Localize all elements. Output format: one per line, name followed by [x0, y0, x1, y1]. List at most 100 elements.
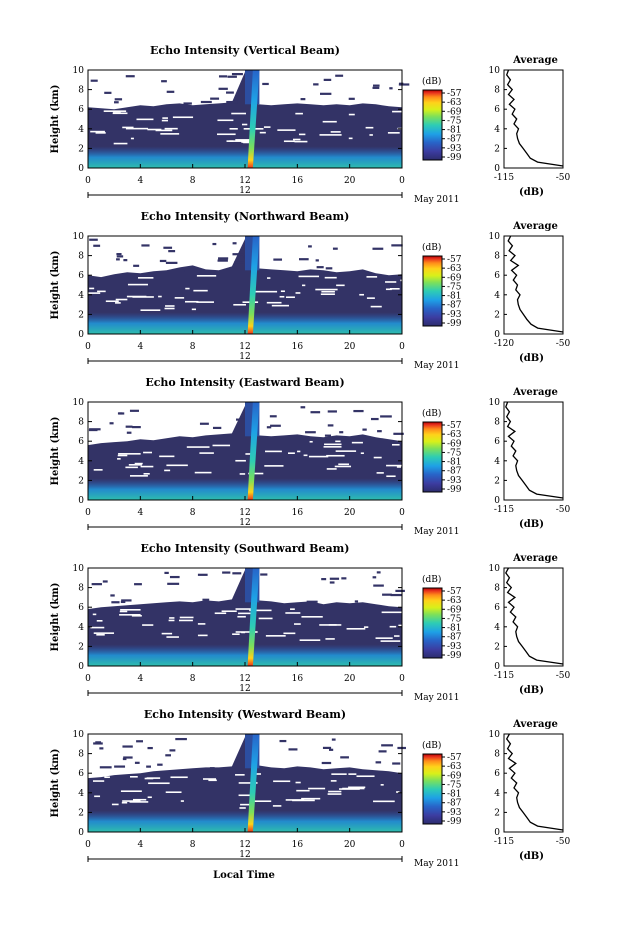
echo-gap: [285, 612, 301, 614]
x-tick-label: 0: [399, 176, 405, 186]
upper-echo: [324, 434, 332, 437]
echo-gap: [266, 301, 282, 304]
upper-echo: [169, 749, 176, 752]
echo-gap: [174, 297, 185, 299]
upper-echo: [197, 573, 208, 576]
upper-echo: [236, 418, 246, 421]
colorbar-tick-label: -99: [447, 485, 462, 495]
y-tick-label: 2: [78, 476, 84, 486]
upper-echo: [141, 244, 150, 247]
upper-echo: [262, 82, 269, 86]
upper-echo: [91, 583, 102, 586]
x-tick-label: 0: [85, 674, 91, 684]
echo-gap: [263, 126, 271, 128]
echo-gap: [90, 130, 105, 133]
upper-echo: [165, 261, 178, 264]
y-tick-label: 2: [78, 808, 84, 818]
upper-echo: [380, 415, 392, 418]
x-tick-label: 16: [292, 674, 304, 684]
y-tick-label: 8: [78, 252, 84, 262]
echo-gap: [338, 463, 350, 466]
avg-x-tick-label: -50: [556, 173, 571, 183]
echo-gap: [165, 305, 175, 307]
upper-echo: [373, 84, 380, 87]
upper-echo: [125, 75, 135, 78]
echo-gap: [295, 292, 301, 294]
echo-gap: [113, 142, 128, 145]
echo-gap: [339, 788, 360, 790]
echo-gap: [235, 631, 258, 633]
avg-x-tick-label: -50: [556, 837, 571, 847]
avg-y-tick-label: 4: [494, 291, 500, 301]
upper-echo: [134, 761, 140, 764]
echo-gap: [168, 619, 175, 622]
upper-echo: [89, 428, 101, 431]
panel-title: Echo Intensity (Westward Beam): [144, 708, 346, 721]
echo-gap: [322, 120, 337, 123]
x-tick-label: 4: [137, 508, 143, 518]
upper-echo: [116, 258, 120, 261]
echo-gap: [348, 113, 355, 116]
upper-echo: [202, 598, 210, 601]
upper-echo: [167, 582, 180, 585]
echo-gap: [298, 133, 306, 136]
echo-gap: [193, 289, 208, 292]
upper-echo: [126, 431, 132, 434]
echo-gap: [165, 791, 182, 794]
upper-echo: [377, 430, 382, 433]
echo-gap: [162, 117, 168, 119]
echo-gap: [297, 450, 301, 453]
x-tick-label: 8: [190, 176, 196, 186]
echo-gap: [292, 799, 315, 802]
echo-gap: [203, 778, 217, 780]
echo-gap: [130, 137, 134, 140]
upper-echo: [327, 424, 334, 427]
time-marker-label: 12: [239, 684, 250, 694]
y-axis-label: Height (km): [50, 749, 61, 818]
upper-echo: [120, 600, 126, 604]
upper-echo: [218, 87, 228, 90]
upper-echo: [391, 244, 403, 247]
plume-core: [247, 70, 260, 168]
upper-echo: [104, 91, 112, 94]
avg-y-tick-label: 10: [489, 232, 501, 242]
y-tick-label: 10: [73, 730, 85, 740]
echo-gap: [386, 475, 396, 478]
echo-gap: [238, 782, 258, 784]
upper-echo: [183, 102, 192, 105]
y-tick-label: 4: [78, 623, 84, 633]
echo-gap: [380, 640, 401, 642]
y-tick-label: 0: [78, 330, 84, 340]
upper-echo: [300, 406, 306, 409]
colorbar-tick-label: -63: [447, 98, 462, 108]
colorbar-tick-label: -69: [447, 605, 462, 615]
colorbar-tick-label: -87: [447, 467, 462, 477]
upper-echo: [175, 737, 187, 741]
upper-echo: [398, 83, 410, 86]
upper-echo: [122, 757, 127, 761]
echo-gap: [249, 800, 272, 803]
upper-echo: [323, 78, 332, 81]
x-tick-label: 0: [399, 342, 405, 352]
upper-echo: [226, 91, 234, 94]
upper-echo: [339, 431, 344, 434]
echo-gap: [273, 780, 291, 783]
echo-gap: [385, 288, 392, 291]
upper-echo: [353, 409, 364, 413]
avg-y-tick-label: 6: [494, 271, 500, 281]
echo-gap: [299, 639, 321, 641]
echo-gap: [186, 446, 210, 448]
y-tick-label: 4: [78, 125, 84, 135]
echo-gap: [280, 290, 285, 293]
colorbar-tick-label: -75: [447, 614, 462, 624]
echo-gap: [122, 800, 141, 802]
echo-gap: [237, 615, 246, 618]
upper-echo: [381, 744, 393, 747]
echo-gap: [267, 277, 271, 279]
echo-gap: [346, 628, 366, 630]
echo-gap: [326, 454, 345, 457]
echo-gap: [373, 800, 395, 803]
echo-gap: [180, 800, 184, 802]
plume-core: [247, 402, 260, 500]
colorbar-tick-label: -57: [447, 587, 462, 597]
